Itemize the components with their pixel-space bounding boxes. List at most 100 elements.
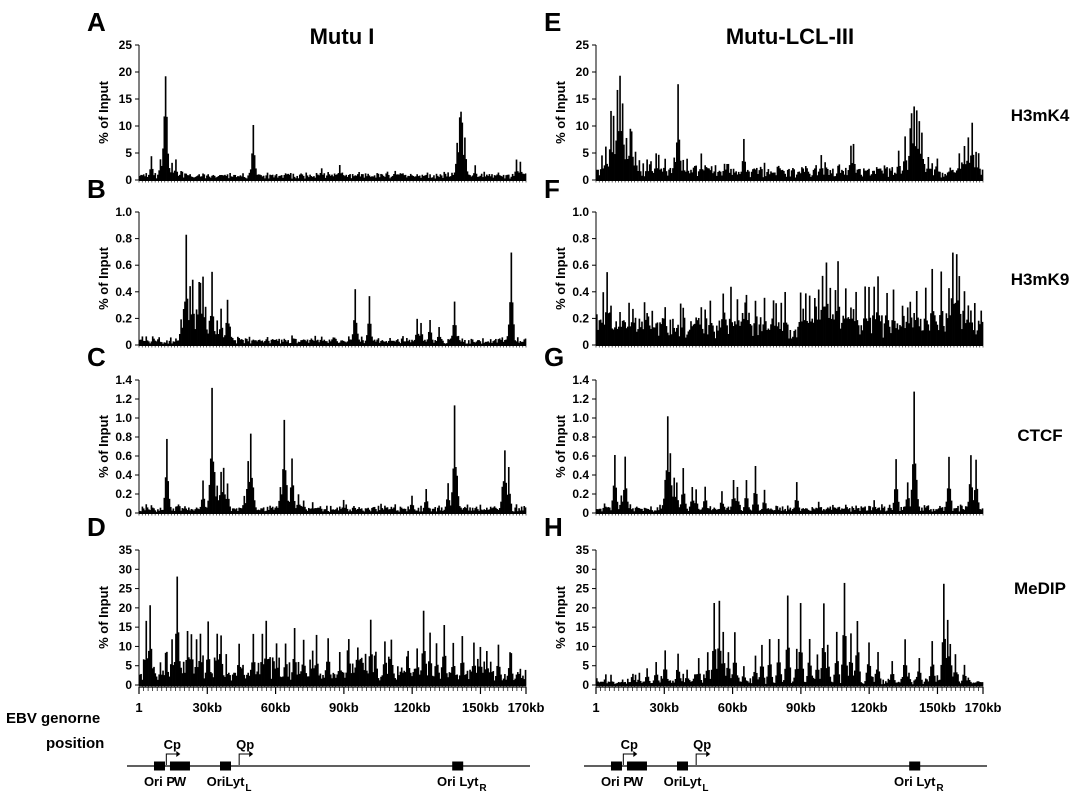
bar-G-169 [814, 509, 816, 513]
bar-E-0 [596, 169, 598, 180]
bar-C-233 [439, 510, 442, 513]
bar-E-235 [899, 166, 901, 180]
bar-E-147 [785, 176, 788, 180]
bar-G-42 [650, 506, 652, 513]
bar-G-53 [664, 479, 667, 513]
bar-E-10 [608, 149, 611, 180]
bar-F-206 [861, 330, 864, 345]
bar-B-148 [329, 341, 332, 345]
bar-E-172 [817, 171, 820, 180]
genome-map-right: Ori PW OriLyt L Ori Lyt RCp Qp [584, 737, 987, 794]
bar-E-118 [748, 171, 750, 180]
y-tick-label-B-3: 0.6 [115, 258, 132, 272]
bar-B-169 [357, 333, 359, 345]
bar-B-53 [207, 333, 210, 345]
bar-A-260 [474, 165, 477, 180]
bar-C-236 [443, 509, 446, 513]
bar-A-86 [249, 169, 252, 180]
bar-D-193 [387, 656, 390, 685]
bar-H-41 [648, 681, 651, 685]
bar-B-104 [273, 339, 275, 345]
bar-F-93 [715, 325, 718, 345]
x-tick-label-left-6: 170kb [508, 700, 545, 715]
bar-G-61 [674, 496, 677, 513]
bar-B-212 [412, 341, 415, 345]
bar-F-245 [912, 327, 914, 345]
bar-E-96 [719, 171, 722, 180]
bar-B-197 [393, 340, 395, 345]
bar-E-208 [864, 170, 866, 180]
bar-D-238 [446, 673, 448, 685]
bar-B-115 [287, 340, 289, 345]
bar-G-47 [656, 507, 659, 513]
bar-E-108 [735, 171, 737, 180]
bar-A-142 [322, 174, 324, 180]
bar-A-240 [448, 176, 451, 180]
bar-B-92 [257, 339, 260, 345]
bar-D-50 [203, 678, 206, 685]
bar-E-269 [943, 176, 945, 180]
y-tick-label-B-5: 1.0 [115, 205, 132, 219]
bar-D-233 [439, 678, 442, 685]
bar-E-42 [650, 161, 652, 180]
bar-G-297 [979, 509, 981, 513]
bar-G-90 [712, 509, 714, 513]
bar-A-11 [153, 175, 155, 180]
bar-E-93 [715, 175, 718, 180]
bar-H-254 [923, 681, 926, 685]
bar-C-17 [160, 509, 163, 513]
bar-E-18 [619, 75, 621, 180]
bar-G-225 [886, 510, 888, 513]
bar-D-206 [404, 672, 407, 685]
bar-C-52 [206, 507, 208, 513]
bar-E-250 [918, 121, 921, 180]
bar-F-137 [772, 300, 775, 345]
bar-A-34 [182, 177, 185, 180]
bar-G-36 [642, 510, 645, 513]
bar-D-198 [394, 678, 397, 685]
bar-F-209 [865, 318, 868, 345]
bar-H-73 [690, 681, 692, 685]
bar-C-95 [261, 508, 264, 513]
bar-C-10 [151, 507, 154, 513]
bar-C-153 [336, 507, 339, 513]
bar-A-62 [218, 175, 221, 180]
bar-E-201 [855, 172, 857, 180]
bar-B-135 [313, 340, 315, 345]
bar-C-14 [157, 509, 159, 513]
bar-F-45 [654, 327, 656, 345]
bar-F-97 [721, 319, 723, 345]
bar-E-39 [646, 159, 648, 180]
bar-B-143 [323, 339, 326, 345]
bar-C-207 [406, 511, 408, 513]
bar-B-81 [243, 343, 246, 345]
bar-B-257 [470, 338, 473, 345]
bar-C-91 [256, 510, 259, 513]
bar-A-156 [340, 173, 342, 180]
bar-D-92 [257, 662, 260, 685]
bar-C-257 [470, 510, 473, 513]
bar-C-260 [474, 508, 477, 513]
bar-B-24 [169, 337, 172, 345]
bar-A-201 [398, 174, 400, 180]
bar-E-65 [679, 160, 682, 180]
bar-E-15 [615, 140, 617, 180]
bar-G-299 [981, 508, 984, 513]
bar-G-68 [683, 493, 686, 513]
bar-B-147 [328, 339, 331, 345]
bar-E-100 [725, 169, 727, 180]
bar-G-18 [619, 504, 621, 513]
bar-A-70 [229, 172, 231, 180]
bar-A-21 [166, 116, 168, 180]
bar-D-192 [386, 673, 389, 685]
bar-H-262 [933, 675, 936, 685]
bar-C-89 [253, 500, 256, 513]
promoter-arrowhead-left-1 [249, 751, 254, 757]
bar-B-291 [514, 340, 517, 345]
bar-G-127 [759, 510, 762, 513]
bar-B-56 [211, 271, 213, 345]
bar-B-226 [430, 332, 433, 345]
bar-A-102 [270, 175, 273, 180]
bar-C-106 [275, 506, 278, 513]
